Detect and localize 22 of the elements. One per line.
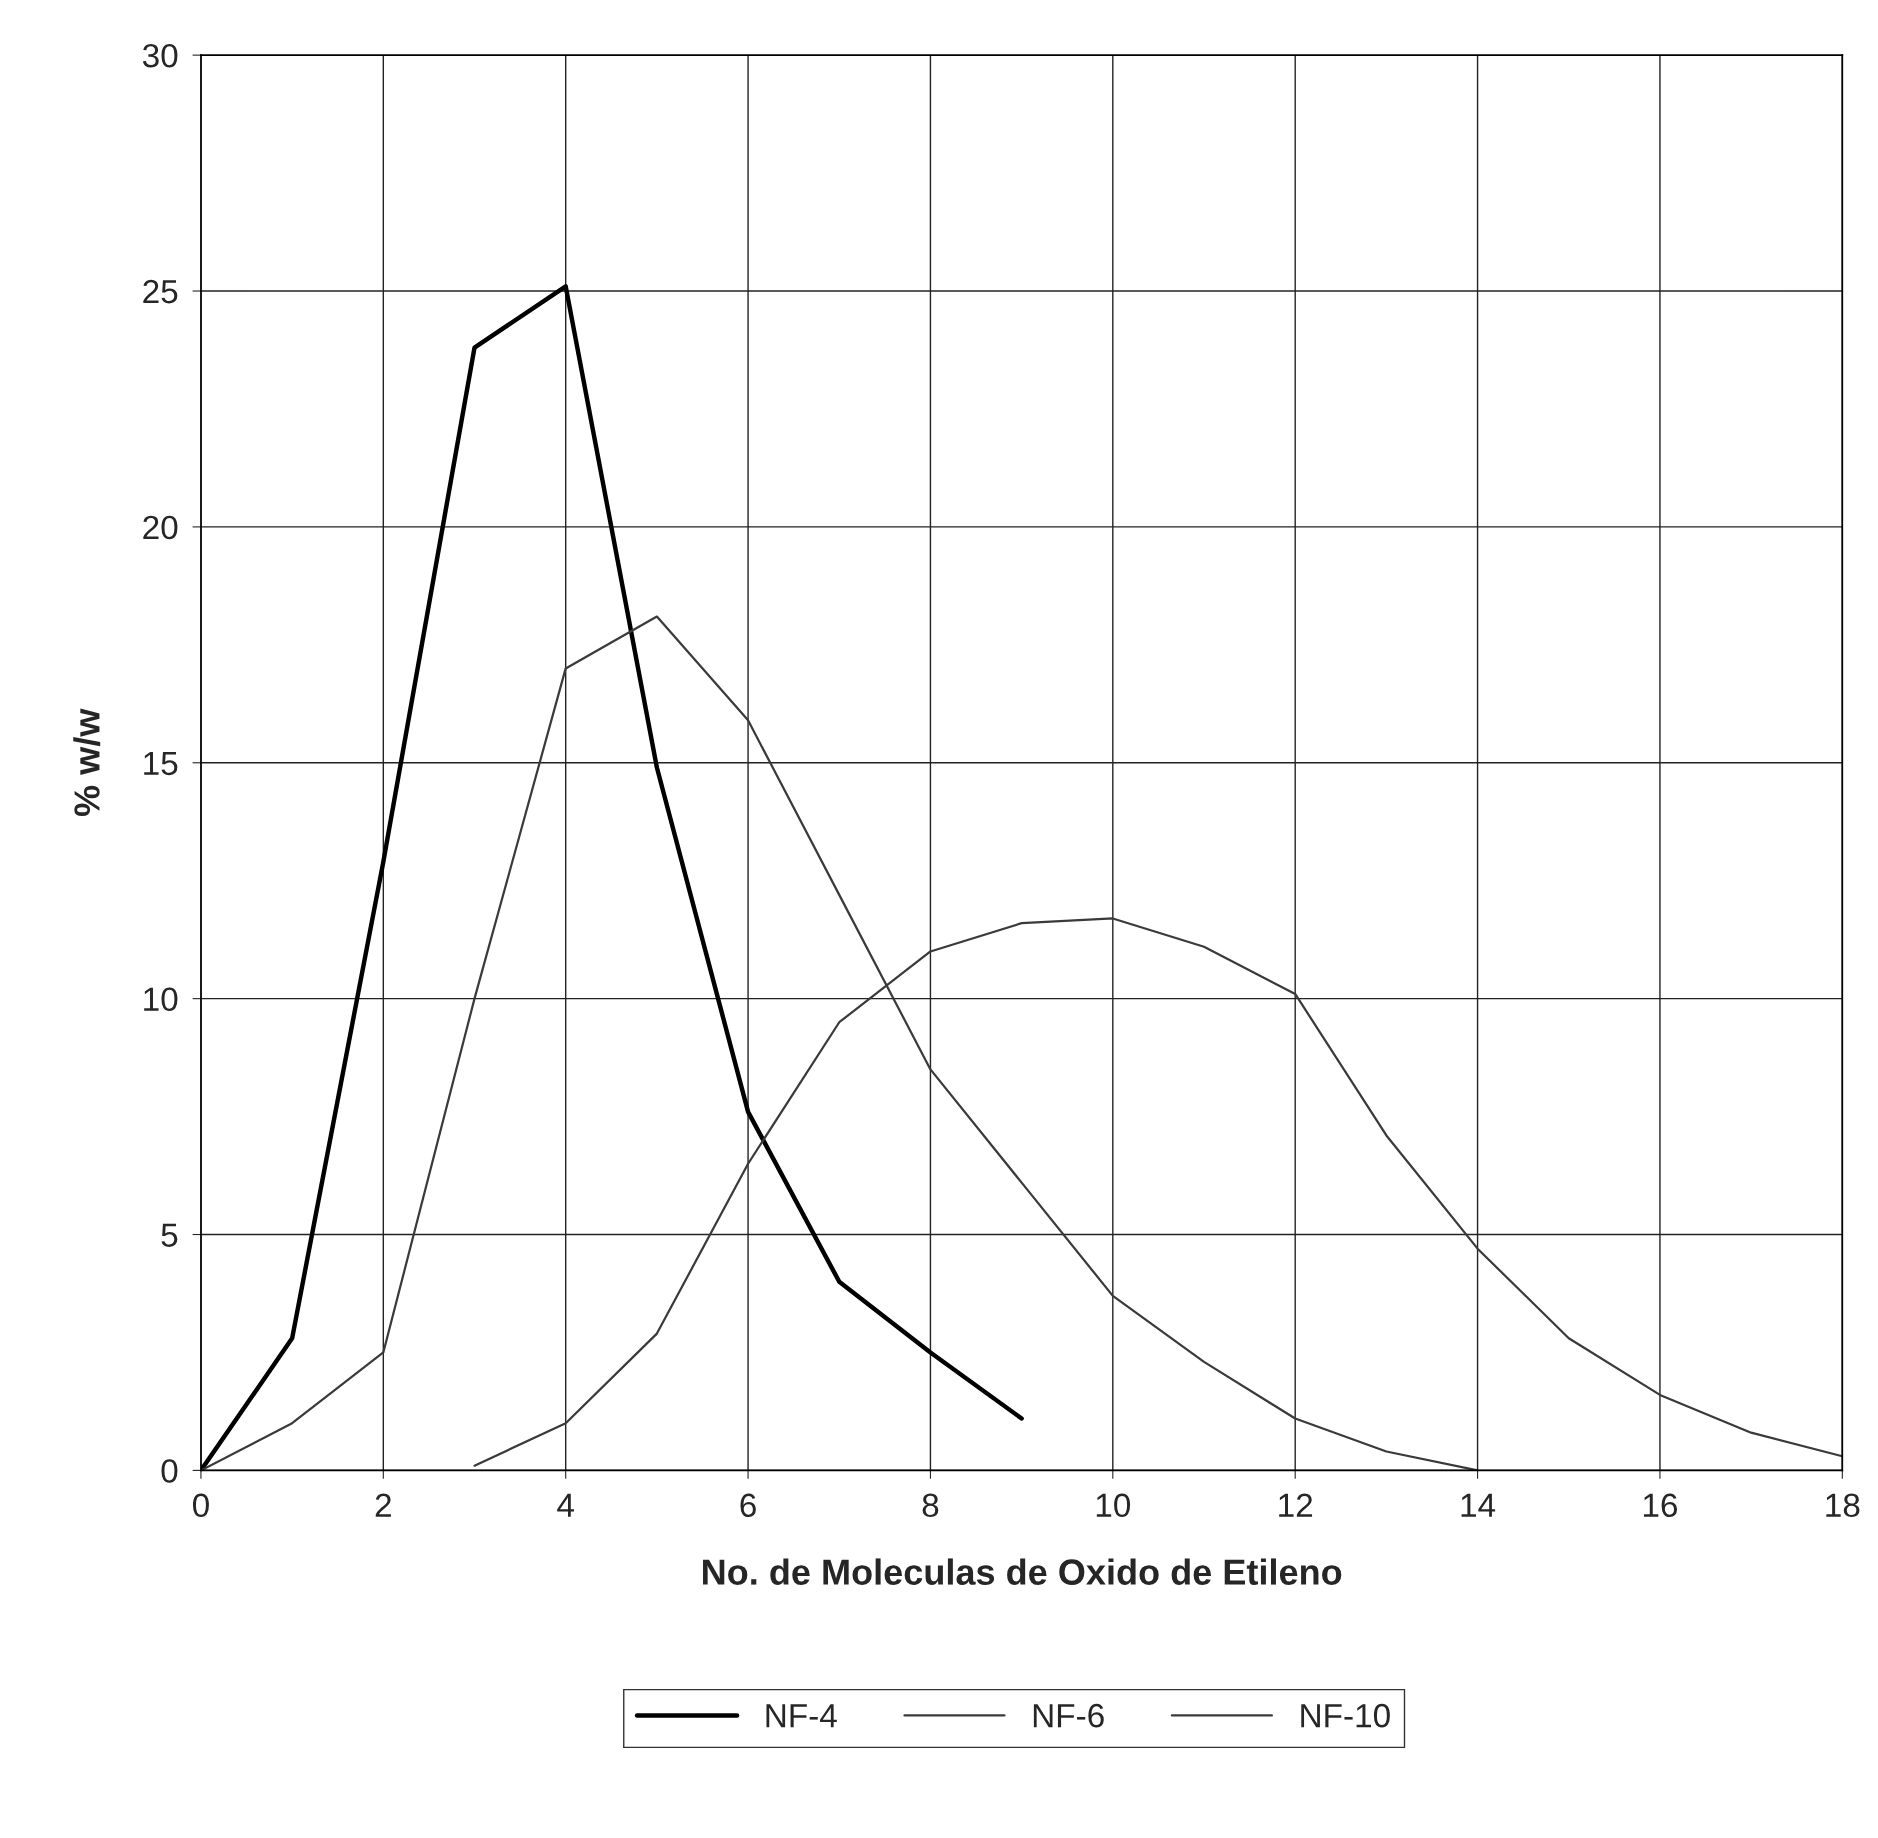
x-tick-label: 18	[1826, 1493, 1860, 1518]
x-tick-label: 6	[740, 1493, 756, 1518]
x-tick-label: 10	[1096, 1493, 1131, 1518]
x-axis-title: No. de Moleculas de Oxido de Etileno	[703, 1558, 1342, 1585]
x-tick-label: 2	[375, 1493, 391, 1517]
x-tick-label: 16	[1643, 1493, 1678, 1518]
legend-label: NF-4	[766, 1704, 837, 1728]
x-tick-label: 14	[1461, 1493, 1496, 1517]
y-tick-label: 15	[144, 751, 178, 776]
legend-label: NF-6	[1033, 1703, 1104, 1728]
x-tick-label: 12	[1279, 1493, 1313, 1517]
y-tick-label: 25	[143, 279, 178, 304]
y-tick-label: 0	[161, 1459, 178, 1483]
x-tick-label: 0	[192, 1493, 209, 1518]
legend-label: NF-10	[1301, 1703, 1390, 1728]
y-tick-label: 10	[144, 987, 178, 1012]
y-tick-label: 5	[161, 1223, 178, 1247]
y-tick-label: 30	[142, 43, 178, 68]
y-tick-label: 20	[143, 515, 178, 540]
x-tick-label: 4	[557, 1493, 574, 1517]
y-axis-title: % w/w	[73, 708, 101, 817]
x-tick-label: 8	[922, 1493, 939, 1518]
